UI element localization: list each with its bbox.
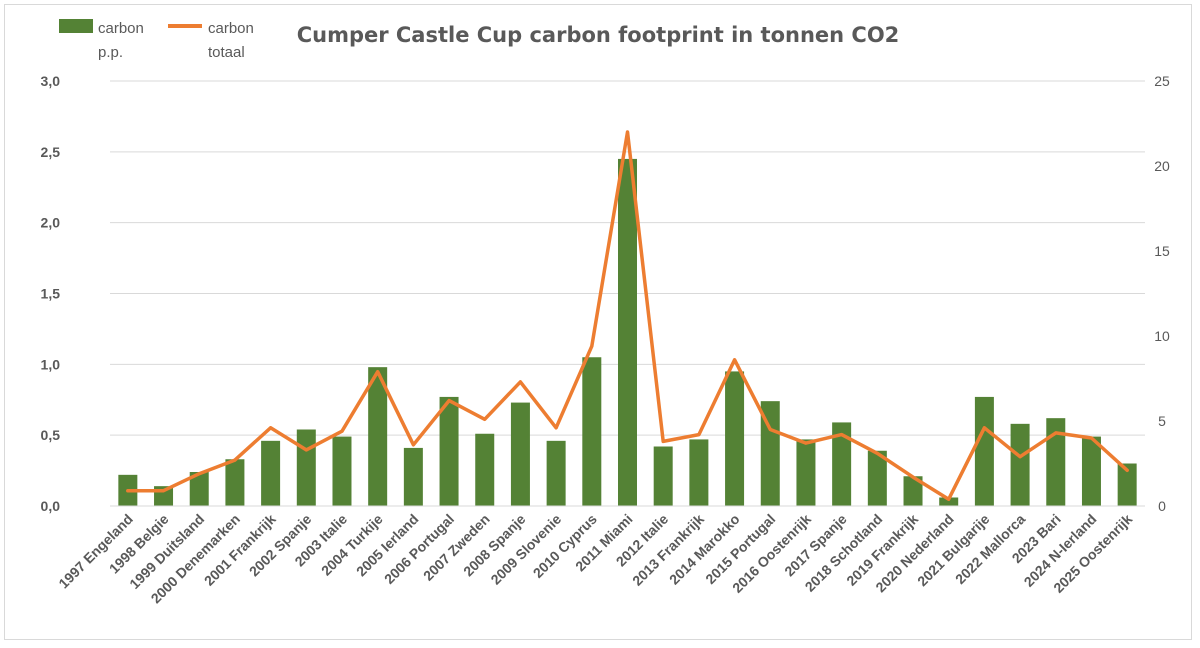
line-point xyxy=(1054,431,1058,435)
bar xyxy=(1117,463,1137,506)
legend-label-bar-line2: p.p. xyxy=(98,44,123,61)
left-tick-label: 1,5 xyxy=(41,286,61,302)
left-tick-label: 0,0 xyxy=(41,498,61,514)
bar xyxy=(475,433,495,506)
right-axis: 0 5 10 15 20 25 xyxy=(1154,73,1170,514)
line-point xyxy=(126,489,130,493)
bar xyxy=(296,429,316,506)
line-point xyxy=(661,439,665,443)
bar xyxy=(725,371,745,506)
bar xyxy=(867,450,887,506)
line-point xyxy=(554,426,558,430)
left-axis: 0,0 0,5 1,0 1,5 2,0 2,5 3,0 xyxy=(41,73,61,514)
bar xyxy=(510,402,530,506)
bar xyxy=(225,459,245,506)
legend-label-line-line2: totaal xyxy=(208,44,245,61)
line-point xyxy=(269,426,273,430)
line-point xyxy=(518,380,522,384)
line-point xyxy=(626,130,629,134)
bar xyxy=(832,422,852,506)
bar xyxy=(261,440,281,506)
line-point xyxy=(411,443,415,447)
line-point xyxy=(697,433,701,437)
line-point xyxy=(804,441,808,445)
bar xyxy=(368,367,388,506)
bar xyxy=(653,446,673,506)
line-series xyxy=(126,130,1129,501)
bar xyxy=(1010,423,1030,506)
bar xyxy=(796,439,816,506)
line-point xyxy=(982,426,986,430)
right-tick-label: 0 xyxy=(1158,498,1166,514)
line-point xyxy=(1018,455,1022,459)
line-point xyxy=(483,417,487,421)
bar xyxy=(1081,436,1101,506)
line-point xyxy=(768,428,772,431)
left-tick-label: 3,0 xyxy=(41,73,61,89)
bar xyxy=(546,440,566,506)
line-point xyxy=(911,475,915,479)
left-tick-label: 1,0 xyxy=(41,356,61,372)
legend-label-line-line1: carbon xyxy=(208,20,254,37)
legend-swatch-bar xyxy=(59,19,93,33)
bar xyxy=(760,401,780,506)
line-point xyxy=(875,451,879,455)
line-point xyxy=(376,370,380,374)
line-point xyxy=(1125,468,1129,472)
bar xyxy=(903,476,923,506)
right-tick-label: 20 xyxy=(1154,158,1170,174)
right-tick-label: 25 xyxy=(1154,73,1170,89)
bar xyxy=(939,497,959,506)
bar xyxy=(403,447,423,506)
line-point xyxy=(233,458,237,462)
line-point xyxy=(197,472,201,476)
line-point xyxy=(733,358,737,362)
line-point xyxy=(447,399,451,403)
legend: carbon p.p. carbon totaal xyxy=(59,19,254,61)
left-tick-label: 2,5 xyxy=(41,144,61,160)
bar xyxy=(618,158,637,506)
line-point xyxy=(590,344,594,348)
line-point xyxy=(947,497,951,501)
chart-frame xyxy=(4,4,1192,640)
legend-label-bar-line1: carbon xyxy=(98,20,144,37)
bar xyxy=(974,396,994,506)
bar xyxy=(1046,418,1066,506)
bar xyxy=(332,436,352,506)
bar xyxy=(689,439,709,506)
right-tick-label: 5 xyxy=(1158,413,1166,429)
line-point xyxy=(304,448,308,452)
bar-series xyxy=(118,158,1137,506)
chart-title: Cumper Castle Cup carbon footprint in to… xyxy=(297,23,900,47)
bar xyxy=(189,472,209,506)
line-point xyxy=(340,429,344,433)
left-tick-label: 2,0 xyxy=(41,215,61,231)
right-tick-label: 15 xyxy=(1154,243,1170,259)
line-point xyxy=(1089,436,1093,440)
bar xyxy=(582,357,602,506)
right-tick-label: 10 xyxy=(1154,328,1170,344)
left-tick-label: 0,5 xyxy=(41,427,61,443)
line-point xyxy=(840,433,844,437)
line-point xyxy=(162,489,166,493)
bar xyxy=(439,396,459,506)
